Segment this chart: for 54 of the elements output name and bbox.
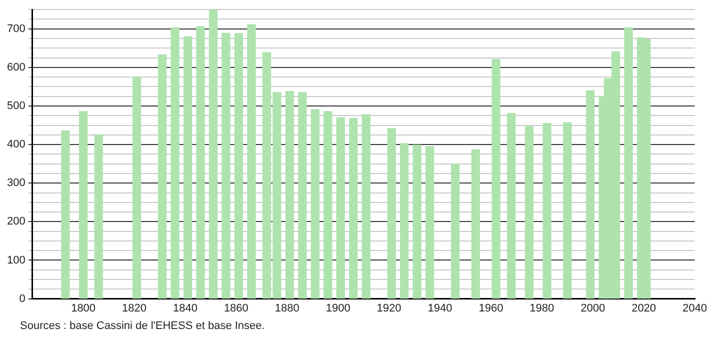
bar	[61, 130, 70, 299]
bar	[158, 54, 167, 299]
bar	[78, 111, 88, 299]
bar	[208, 10, 218, 299]
x-tick-label: 1980	[530, 302, 554, 314]
bar	[285, 91, 294, 299]
bar	[349, 118, 358, 299]
bar	[196, 26, 205, 299]
bar	[471, 149, 480, 299]
bar	[412, 144, 422, 299]
bar	[425, 146, 434, 299]
y-tick-label: 0	[19, 292, 26, 305]
bar	[234, 33, 244, 299]
bar	[450, 164, 460, 299]
bar	[94, 134, 103, 299]
y-tick-label: 600	[6, 61, 26, 74]
bar	[170, 27, 180, 299]
x-tick-label: 2000	[580, 302, 606, 314]
bar	[298, 92, 307, 299]
y-tick-label: 500	[6, 100, 26, 112]
bar	[507, 112, 516, 299]
bar	[624, 27, 633, 299]
bar	[492, 59, 500, 299]
bar	[222, 32, 230, 299]
bar	[362, 114, 370, 299]
y-tick-label: 200	[6, 216, 26, 228]
y-tick-label: 300	[6, 177, 26, 190]
x-tick-label: 1860	[224, 302, 248, 314]
x-tick-label: 1800	[71, 302, 96, 314]
x-tick-label: 1920	[376, 302, 402, 314]
bar	[586, 90, 595, 299]
bar	[563, 122, 572, 299]
bar	[524, 126, 534, 299]
bar	[336, 117, 345, 299]
x-tick-label: 2040	[682, 302, 708, 314]
x-tick-label: 1900	[326, 302, 350, 314]
y-tick-label: 700	[6, 22, 26, 35]
bar	[183, 36, 192, 299]
bar	[542, 123, 552, 299]
x-tick-label: 1880	[274, 302, 300, 314]
x-tick-label: 1820	[122, 302, 147, 314]
y-tick-label: 100	[6, 254, 26, 266]
bar	[324, 111, 332, 299]
bar	[400, 143, 409, 299]
source-note: Sources : base Cassini de l'EHESS et base Insee.	[20, 320, 266, 332]
x-tick-label: 2020	[632, 302, 656, 314]
bar	[132, 76, 142, 299]
x-tick-label: 1840	[172, 302, 198, 314]
y-tick-label: 400	[6, 138, 26, 151]
bar	[387, 128, 396, 299]
bar	[247, 24, 256, 299]
x-tick-label: 1960	[478, 302, 504, 314]
x-tick-label: 1940	[428, 302, 452, 314]
bar	[310, 109, 320, 299]
